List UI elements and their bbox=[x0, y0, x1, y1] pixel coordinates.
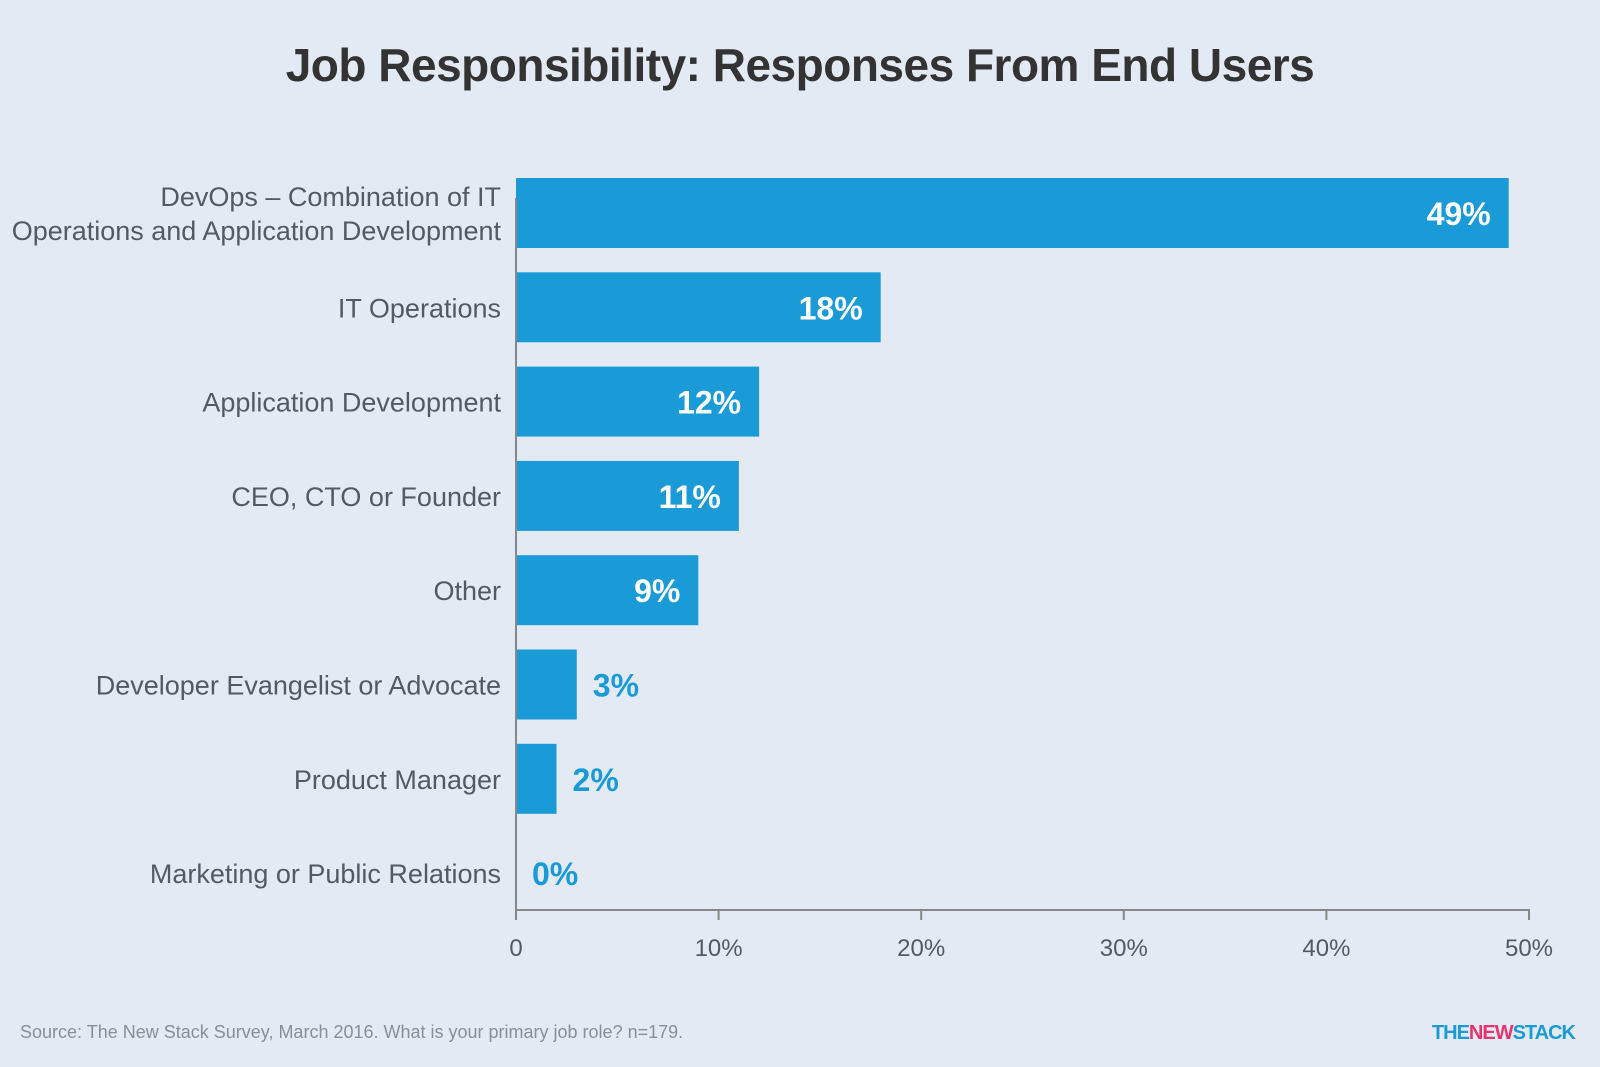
x-tick-label: 30% bbox=[1100, 935, 1148, 962]
logo-part-new: NEW bbox=[1468, 1022, 1514, 1044]
x-tick-label: 0 bbox=[509, 935, 522, 962]
category-label: Product Manager bbox=[294, 765, 501, 795]
category-label: DevOps – Combination of IT bbox=[160, 182, 501, 212]
chart-title: Job Responsibility: Responses From End U… bbox=[285, 39, 1315, 91]
x-tick-label: 10% bbox=[695, 935, 743, 962]
bar bbox=[516, 649, 577, 720]
bar-value-label: 12% bbox=[677, 385, 741, 421]
category-label: IT Operations bbox=[338, 293, 501, 323]
bar-value-label: 2% bbox=[573, 762, 619, 798]
bar bbox=[516, 555, 699, 626]
x-tick-label: 20% bbox=[897, 935, 945, 962]
bar bbox=[516, 366, 760, 437]
bar-value-label: 3% bbox=[593, 668, 639, 704]
category-label: Other bbox=[433, 576, 501, 606]
logo-part-the: THE bbox=[1431, 1022, 1470, 1044]
bar bbox=[516, 178, 1509, 248]
bar bbox=[516, 743, 557, 814]
category-label: Marketing or Public Relations bbox=[150, 859, 501, 889]
bar-value-label: 49% bbox=[1427, 196, 1491, 232]
x-tick-label: 50% bbox=[1505, 935, 1553, 962]
the-new-stack-logo: THENEWSTACK bbox=[1431, 1022, 1576, 1045]
bar-value-label: 9% bbox=[634, 573, 680, 609]
category-label: CEO, CTO or Founder bbox=[231, 482, 501, 512]
bar-value-label: 18% bbox=[799, 290, 863, 326]
bar-value-label: 11% bbox=[659, 479, 721, 515]
category-label: Developer Evangelist or Advocate bbox=[96, 671, 501, 701]
x-tick-label: 40% bbox=[1302, 935, 1350, 962]
bar bbox=[516, 272, 881, 343]
logo-part-stack: STACK bbox=[1512, 1022, 1576, 1044]
bar-value-label: 0% bbox=[532, 856, 578, 892]
category-label: Operations and Application Development bbox=[12, 216, 502, 246]
category-label: Application Development bbox=[202, 388, 501, 418]
bar bbox=[516, 460, 739, 531]
source-note: Source: The New Stack Survey, March 2016… bbox=[20, 1022, 684, 1042]
